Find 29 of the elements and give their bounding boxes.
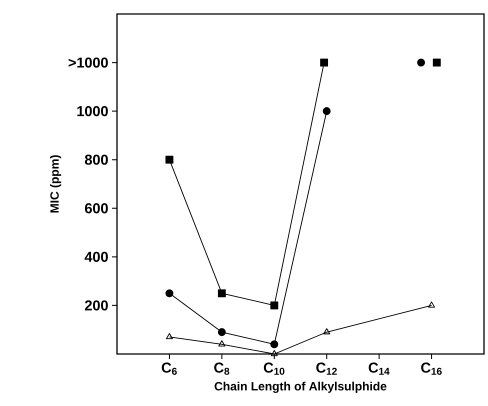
point [432,58,441,67]
point [218,328,226,336]
point [417,58,426,67]
y-tick-label: 600 [84,203,108,214]
x-tick-label: C$_{16}$ [421,362,442,375]
x-tick-label: C$_{12}$ [316,362,337,375]
point [428,301,436,308]
y-tick-label: 800 [84,154,108,165]
point [218,289,226,298]
x-tick-label: C$_{14}$ [368,362,390,375]
x-tick-label: C$_{10}$ [264,362,284,375]
point [320,58,328,67]
point [165,156,174,164]
point [218,340,226,346]
y-tick-label: 200 [84,300,108,311]
point [166,333,173,340]
x-axis-title: Chain Length of Alkylsulphide [214,382,386,393]
point [270,350,278,356]
point [323,328,330,334]
point [270,301,278,310]
point [322,107,331,116]
y-axis-title: MIC (ppm) [50,155,62,213]
x-tick-label: C$_{8}$ [214,362,230,375]
y-tick-label: >1000 [68,57,108,68]
point [165,289,174,298]
point [270,340,278,348]
y-tick-label: 400 [84,252,108,262]
y-tick-label: 1000 [77,106,108,116]
x-tick-label: C$_{6}$ [162,362,177,375]
